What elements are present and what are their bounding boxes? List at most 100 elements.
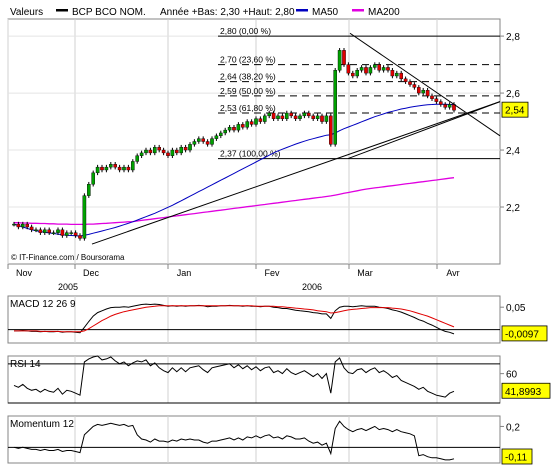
candle-body: [412, 84, 417, 88]
candle-body: [293, 115, 298, 119]
rsi-label: RSI 14: [10, 359, 41, 370]
candle-body: [113, 164, 117, 168]
candle-body: [100, 166, 104, 171]
candle-body: [201, 138, 206, 142]
candle-body: [51, 232, 56, 234]
candle-body: [29, 226, 34, 231]
candle-body: [25, 223, 30, 228]
candle-body: [359, 67, 364, 71]
price-y-axis: 2,8 2,6 2,4 2,2: [500, 32, 520, 214]
candle-body: [245, 121, 250, 128]
candle-body: [263, 115, 267, 122]
indicator-last-value-text: -0,0097: [505, 329, 539, 340]
rsi-series: 60 41,8993: [8, 355, 551, 404]
candle-body: [91, 172, 95, 185]
candle-body: [425, 90, 430, 97]
candle-body: [337, 50, 342, 71]
candle-body: [232, 127, 236, 131]
fibonacci-label: 2,59 (50,00 %): [220, 86, 276, 96]
rsi-panel: 60 41,8993 RSI 14: [7, 355, 551, 404]
fibonacci-levels: 2,80 (0,00 %) 2,70 (23,60 %) 2,64 (38,20 %…: [218, 26, 500, 160]
fibonacci-label: 2,70 (23,60 %): [220, 55, 276, 65]
ma50-series: [13, 103, 454, 237]
candle-body: [130, 161, 135, 171]
price-tick-label: 2,4: [506, 146, 520, 157]
indicator-last-value-box: [501, 325, 548, 342]
candle-body: [447, 104, 452, 108]
candle-body: [135, 155, 140, 162]
candle-body: [179, 146, 184, 154]
candle-body: [390, 70, 395, 77]
momentum-label: Momentum 12: [10, 419, 74, 430]
candle-body: [364, 67, 368, 74]
candle-body: [417, 87, 421, 94]
candle-body: [421, 90, 426, 94]
candle-body: [324, 115, 329, 122]
ma50-line: [13, 103, 454, 237]
candle-body: [64, 232, 69, 236]
candle-body: [307, 112, 311, 117]
fibonacci-label: 2,53 (61,80 %): [220, 103, 276, 113]
candle-body: [430, 95, 434, 99]
candle-body: [12, 223, 16, 226]
price-tick-label: 2,2: [506, 203, 520, 214]
candle-body: [267, 112, 272, 117]
candle-body: [276, 115, 280, 119]
candle-body: [166, 152, 170, 156]
candle-body: [227, 127, 232, 131]
x-axis-months: Nov Dec Jan Fev Mar Avr: [7, 264, 460, 278]
candle-body: [56, 229, 60, 233]
candle-body: [108, 164, 113, 168]
candle-body: [188, 144, 192, 151]
macd-panel: 0,05 -0,0097 MACD 12 26 9: [7, 295, 548, 344]
candle-body: [320, 115, 324, 122]
month-label: Mar: [357, 268, 373, 278]
candle-body: [38, 229, 43, 233]
candle-body: [298, 115, 302, 119]
candle-body: [16, 223, 21, 228]
candle-body: [434, 98, 439, 102]
indicator-last-value-box: [501, 448, 533, 465]
candle-body: [254, 118, 258, 125]
candle-body: [258, 118, 263, 122]
candle-body: [386, 67, 390, 71]
price-tick-label: 2,6: [506, 89, 520, 100]
last-price-badge: 2,54: [501, 101, 529, 118]
candle-body: [82, 195, 87, 239]
candle-body: [205, 141, 210, 145]
candle-body: [351, 72, 355, 77]
ma200-legend-label: MA200: [368, 7, 400, 18]
candle-body: [333, 70, 338, 145]
candle-body: [408, 81, 412, 85]
candle-body: [117, 166, 122, 171]
candle-body: [373, 64, 377, 68]
candle-body: [342, 50, 346, 65]
candle-body: [196, 138, 201, 142]
candle-body: [21, 223, 25, 228]
fibonacci-label: 2,37 (100,00 %): [220, 149, 281, 159]
indicator-tick-label: 0,05: [506, 303, 526, 314]
candle-body: [157, 146, 162, 151]
candle-body: [271, 112, 276, 119]
candle-body: [152, 146, 157, 154]
candle-body: [86, 184, 91, 196]
candle-body: [240, 124, 245, 128]
candle-body: [183, 146, 188, 151]
candle-body: [439, 101, 443, 105]
month-label: Jan: [177, 268, 192, 278]
candle-body: [289, 112, 294, 117]
candle-body: [104, 166, 109, 171]
indicator-line: [13, 420, 455, 461]
candle-body: [60, 229, 65, 236]
candle-body: [218, 132, 223, 137]
candle-body: [403, 78, 408, 82]
indicator-tick-label: 60: [506, 370, 518, 381]
candle-body: [214, 135, 219, 139]
candle-body: [223, 129, 228, 134]
instrument-name: BCP BCO NOM.: [72, 7, 146, 18]
candle-body: [43, 229, 47, 233]
x-axis-years: 2005 2006: [58, 282, 322, 292]
indicator-tick-label: 0,2: [506, 422, 520, 433]
price-panel: 2,80 (0,00 %) 2,70 (23,60 %) 2,64 (38,20 %…: [7, 7, 529, 265]
